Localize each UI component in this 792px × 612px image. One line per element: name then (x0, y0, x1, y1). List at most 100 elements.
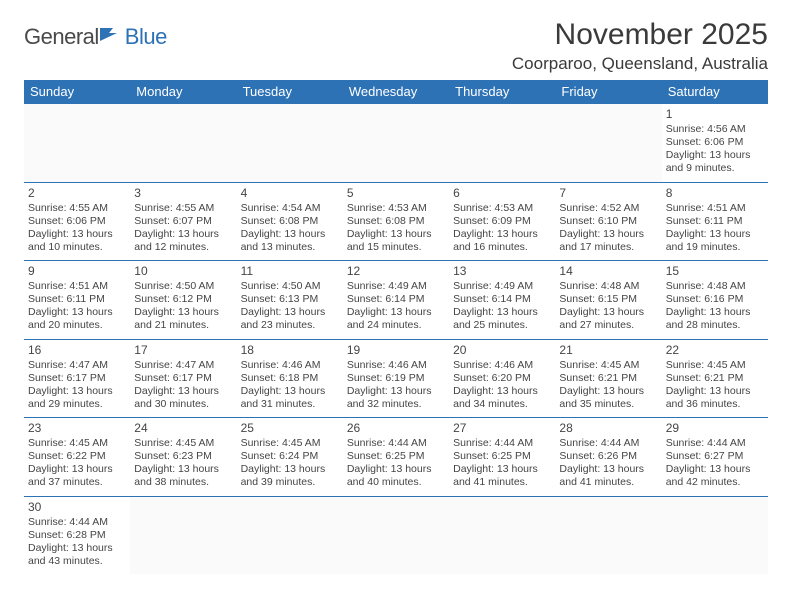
day-number: 8 (666, 186, 764, 201)
day-number: 7 (559, 186, 657, 201)
daylight-line: Daylight: 13 hours and 20 minutes. (28, 306, 126, 332)
day-number: 20 (453, 343, 551, 358)
sunrise-line: Sunrise: 4:48 AM (559, 280, 657, 293)
daylight-line: Daylight: 13 hours and 16 minutes. (453, 228, 551, 254)
calendar-cell: 7Sunrise: 4:52 AMSunset: 6:10 PMDaylight… (555, 182, 661, 261)
sunrise-line: Sunrise: 4:56 AM (666, 123, 764, 136)
sunrise-line: Sunrise: 4:45 AM (666, 359, 764, 372)
calendar-cell: 22Sunrise: 4:45 AMSunset: 6:21 PMDayligh… (662, 339, 768, 418)
day-number: 15 (666, 264, 764, 279)
day-number: 11 (241, 264, 339, 279)
sunset-line: Sunset: 6:25 PM (453, 450, 551, 463)
sunset-line: Sunset: 6:17 PM (28, 372, 126, 385)
sunrise-line: Sunrise: 4:45 AM (559, 359, 657, 372)
calendar-cell: 19Sunrise: 4:46 AMSunset: 6:19 PMDayligh… (343, 339, 449, 418)
calendar-cell-empty (130, 496, 236, 574)
daylight-line: Daylight: 13 hours and 32 minutes. (347, 385, 445, 411)
calendar-cell: 23Sunrise: 4:45 AMSunset: 6:22 PMDayligh… (24, 418, 130, 497)
daylight-line: Daylight: 13 hours and 19 minutes. (666, 228, 764, 254)
calendar-cell-empty (24, 104, 130, 183)
daylight-line: Daylight: 13 hours and 35 minutes. (559, 385, 657, 411)
day-number: 26 (347, 421, 445, 436)
day-number: 29 (666, 421, 764, 436)
sunset-line: Sunset: 6:15 PM (559, 293, 657, 306)
daylight-line: Daylight: 13 hours and 12 minutes. (134, 228, 232, 254)
sunrise-line: Sunrise: 4:55 AM (28, 202, 126, 215)
day-number: 30 (28, 500, 126, 515)
sunrise-line: Sunrise: 4:46 AM (453, 359, 551, 372)
sunrise-line: Sunrise: 4:47 AM (134, 359, 232, 372)
sunrise-line: Sunrise: 4:44 AM (453, 437, 551, 450)
day-number: 18 (241, 343, 339, 358)
calendar-cell: 28Sunrise: 4:44 AMSunset: 6:26 PMDayligh… (555, 418, 661, 497)
sunrise-line: Sunrise: 4:51 AM (28, 280, 126, 293)
daylight-line: Daylight: 13 hours and 41 minutes. (453, 463, 551, 489)
calendar-cell: 25Sunrise: 4:45 AMSunset: 6:24 PMDayligh… (237, 418, 343, 497)
calendar-cell: 6Sunrise: 4:53 AMSunset: 6:09 PMDaylight… (449, 182, 555, 261)
sunrise-line: Sunrise: 4:45 AM (134, 437, 232, 450)
sunset-line: Sunset: 6:10 PM (559, 215, 657, 228)
sunset-line: Sunset: 6:14 PM (347, 293, 445, 306)
sunrise-line: Sunrise: 4:48 AM (666, 280, 764, 293)
day-number: 24 (134, 421, 232, 436)
sunset-line: Sunset: 6:22 PM (28, 450, 126, 463)
day-number: 13 (453, 264, 551, 279)
daylight-line: Daylight: 13 hours and 23 minutes. (241, 306, 339, 332)
sunrise-line: Sunrise: 4:53 AM (453, 202, 551, 215)
sunset-line: Sunset: 6:27 PM (666, 450, 764, 463)
daylight-line: Daylight: 13 hours and 9 minutes. (666, 149, 764, 175)
calendar-head: SundayMondayTuesdayWednesdayThursdayFrid… (24, 80, 768, 104)
calendar-cell: 3Sunrise: 4:55 AMSunset: 6:07 PMDaylight… (130, 182, 236, 261)
sunset-line: Sunset: 6:18 PM (241, 372, 339, 385)
calendar-cell: 24Sunrise: 4:45 AMSunset: 6:23 PMDayligh… (130, 418, 236, 497)
daylight-line: Daylight: 13 hours and 27 minutes. (559, 306, 657, 332)
sunrise-line: Sunrise: 4:46 AM (241, 359, 339, 372)
sunrise-line: Sunrise: 4:45 AM (28, 437, 126, 450)
daylight-line: Daylight: 13 hours and 34 minutes. (453, 385, 551, 411)
day-number: 28 (559, 421, 657, 436)
calendar-cell: 16Sunrise: 4:47 AMSunset: 6:17 PMDayligh… (24, 339, 130, 418)
daylight-line: Daylight: 13 hours and 30 minutes. (134, 385, 232, 411)
weekday-header: Tuesday (237, 80, 343, 104)
sunrise-line: Sunrise: 4:44 AM (28, 516, 126, 529)
calendar-cell: 11Sunrise: 4:50 AMSunset: 6:13 PMDayligh… (237, 261, 343, 340)
daylight-line: Daylight: 13 hours and 39 minutes. (241, 463, 339, 489)
sunset-line: Sunset: 6:09 PM (453, 215, 551, 228)
month-title: November 2025 (512, 18, 768, 52)
sunset-line: Sunset: 6:08 PM (347, 215, 445, 228)
sunset-line: Sunset: 6:26 PM (559, 450, 657, 463)
day-number: 21 (559, 343, 657, 358)
sunset-line: Sunset: 6:28 PM (28, 529, 126, 542)
calendar-cell: 30Sunrise: 4:44 AMSunset: 6:28 PMDayligh… (24, 496, 130, 574)
daylight-line: Daylight: 13 hours and 13 minutes. (241, 228, 339, 254)
sunset-line: Sunset: 6:25 PM (347, 450, 445, 463)
calendar-cell-empty (130, 104, 236, 183)
calendar-cell: 14Sunrise: 4:48 AMSunset: 6:15 PMDayligh… (555, 261, 661, 340)
sunset-line: Sunset: 6:12 PM (134, 293, 232, 306)
daylight-line: Daylight: 13 hours and 31 minutes. (241, 385, 339, 411)
calendar-cell: 20Sunrise: 4:46 AMSunset: 6:20 PMDayligh… (449, 339, 555, 418)
sunrise-line: Sunrise: 4:44 AM (666, 437, 764, 450)
page-header: General Blue November 2025 Coorparoo, Qu… (24, 18, 768, 74)
sunrise-line: Sunrise: 4:44 AM (559, 437, 657, 450)
day-number: 10 (134, 264, 232, 279)
day-number: 16 (28, 343, 126, 358)
sunrise-line: Sunrise: 4:44 AM (347, 437, 445, 450)
daylight-line: Daylight: 13 hours and 24 minutes. (347, 306, 445, 332)
daylight-line: Daylight: 13 hours and 36 minutes. (666, 385, 764, 411)
weekday-header: Sunday (24, 80, 130, 104)
sunset-line: Sunset: 6:06 PM (666, 136, 764, 149)
day-number: 22 (666, 343, 764, 358)
daylight-line: Daylight: 13 hours and 28 minutes. (666, 306, 764, 332)
daylight-line: Daylight: 13 hours and 37 minutes. (28, 463, 126, 489)
sunrise-line: Sunrise: 4:53 AM (347, 202, 445, 215)
sunset-line: Sunset: 6:11 PM (666, 215, 764, 228)
sunset-line: Sunset: 6:24 PM (241, 450, 339, 463)
calendar-cell: 17Sunrise: 4:47 AMSunset: 6:17 PMDayligh… (130, 339, 236, 418)
calendar-cell: 5Sunrise: 4:53 AMSunset: 6:08 PMDaylight… (343, 182, 449, 261)
sunrise-line: Sunrise: 4:51 AM (666, 202, 764, 215)
logo: General Blue (24, 24, 167, 50)
daylight-line: Daylight: 13 hours and 17 minutes. (559, 228, 657, 254)
sunrise-line: Sunrise: 4:50 AM (241, 280, 339, 293)
day-number: 19 (347, 343, 445, 358)
